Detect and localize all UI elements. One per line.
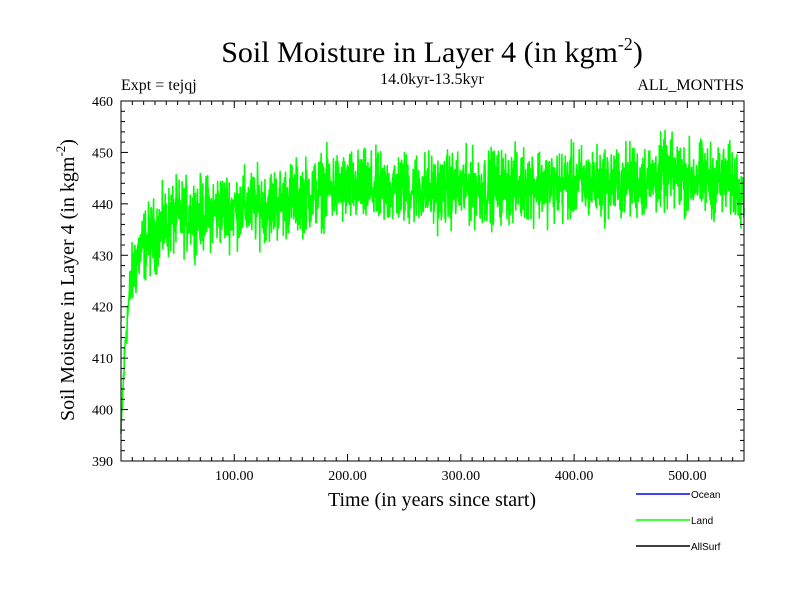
x-axis-label: Time (in years since start): [328, 489, 536, 511]
y-tick-label: 410: [92, 352, 113, 367]
x-tick-label: 400.00: [555, 469, 594, 484]
data-layer: [120, 129, 745, 435]
chart-title: Soil Moisture in Layer 4 (in kgm-2): [221, 34, 643, 69]
y-tick-label: 460: [92, 95, 113, 110]
period-subtitle: 14.0kyr-13.5kyr: [380, 71, 484, 88]
y-tick-label: 450: [92, 146, 113, 161]
months-label: ALL_MONTHS: [637, 77, 744, 94]
y-tick-label: 400: [92, 404, 113, 419]
plot-frame: [120, 100, 745, 462]
y-tick-label: 420: [92, 301, 113, 316]
y-tick-label: 390: [92, 455, 113, 470]
experiment-label: Expt = tejqj: [121, 77, 197, 94]
legend-label-allsurf: AllSurf: [691, 542, 721, 553]
x-tick-label: 500.00: [668, 469, 707, 484]
y-axis-label: Soil Moisture in Layer 4 (in kgm-2): [53, 139, 79, 421]
legend-label-ocean: Ocean: [691, 490, 720, 501]
x-tick-label: 100.00: [215, 469, 254, 484]
x-tick-label: 300.00: [442, 469, 481, 484]
legend: Ocean Land AllSurf: [636, 490, 721, 553]
y-tick-label: 430: [92, 249, 113, 264]
legend-label-land: Land: [691, 516, 713, 527]
series-line-land: [120, 129, 745, 435]
ticks-layer: 390 400 410 420 430 440 450 460 100.00 200.00 300.…: [92, 95, 744, 484]
y-tick-label: 440: [92, 198, 113, 213]
x-tick-label: 200.00: [328, 469, 367, 484]
